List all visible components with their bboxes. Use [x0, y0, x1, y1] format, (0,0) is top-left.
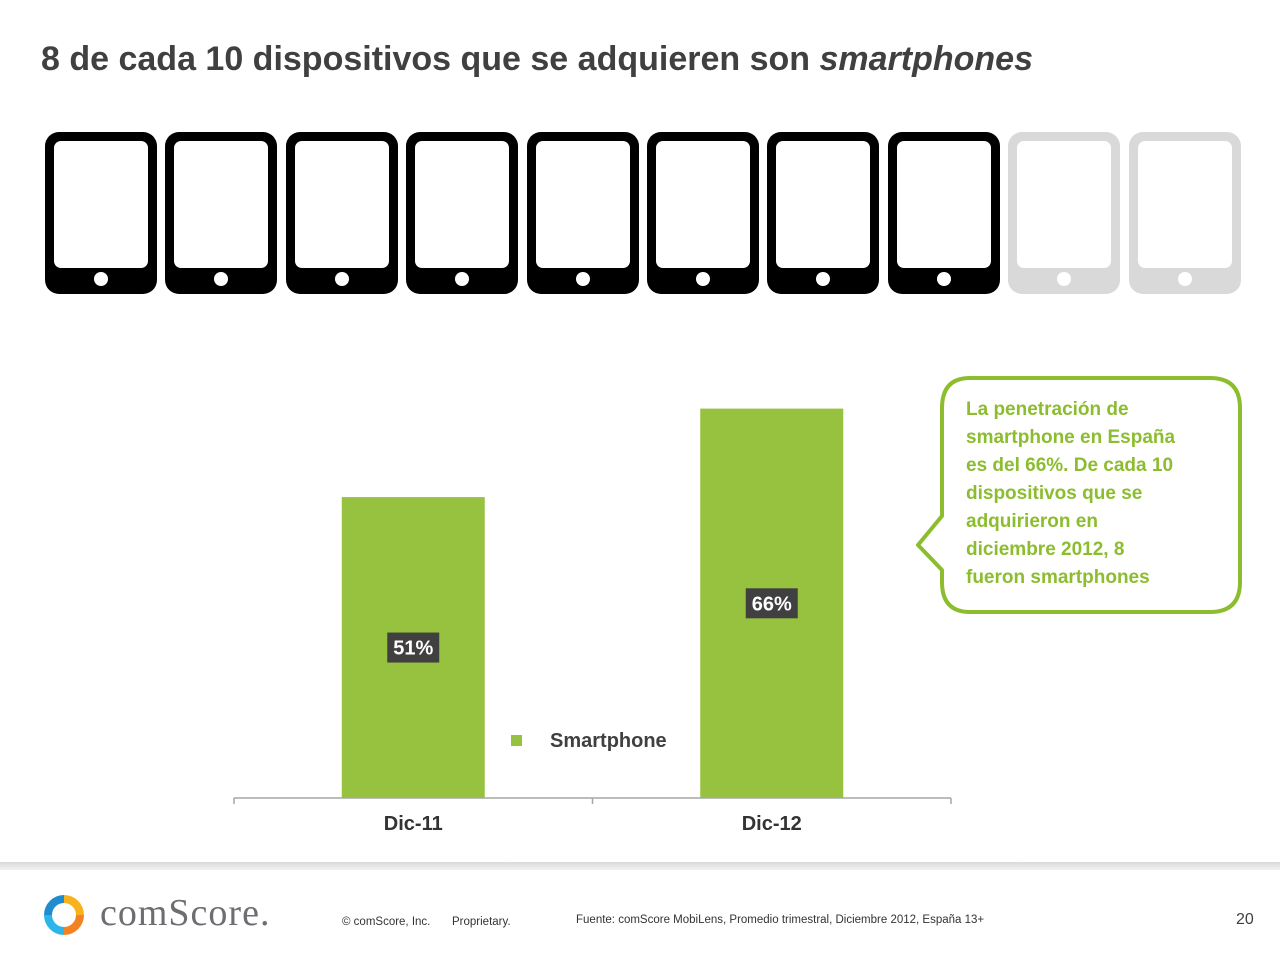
x-tick-label-dic-12: Dic-12: [742, 813, 802, 835]
smartphone-icon-2: [165, 132, 278, 294]
smartphone-bar-chart: 51% Dic-11 66% Dic-12 Smartphone: [233, 408, 952, 835]
callout-line-3: es del 66%. De cada 10: [966, 455, 1174, 476]
copyright-text: © comScore, Inc.: [342, 916, 431, 928]
title-main-text: 8 de cada 10 dispositivos que se adquier…: [41, 40, 820, 78]
smartphone-icon-3: [285, 132, 398, 294]
legend-label-smartphone: Smartphone: [550, 730, 667, 752]
smartphone-icon-4: [406, 132, 519, 294]
smartphone-icon-1: [45, 132, 157, 294]
callout-text: La penetración de smartphone en España es …: [966, 396, 1216, 592]
source-note: Fuente: comScore MobiLens, Promedio trim…: [576, 914, 985, 926]
callout-line-6: diciembre 2012, 8: [966, 539, 1125, 560]
callout-line-2: smartphone en España: [966, 427, 1176, 448]
callout-line-7: fueron smartphones: [966, 567, 1150, 588]
callout-bubble: [916, 376, 1242, 614]
data-label-dic-11: 51%: [393, 638, 433, 660]
legend-swatch-smartphone: [511, 735, 522, 746]
other-device-icon-10: [1128, 132, 1241, 294]
smartphone-icon-7: [767, 132, 880, 294]
comscore-logo-text: comScore.: [100, 892, 271, 934]
smartphone-pictogram: [43, 130, 1243, 296]
x-tick-label-dic-11: Dic-11: [384, 813, 443, 835]
other-device-icon-9: [1008, 132, 1121, 294]
smartphone-icon-6: [647, 132, 759, 294]
smartphone-icon-8: [887, 132, 1000, 294]
slide-title: 8 de cada 10 dispositivos que se adquier…: [41, 40, 1033, 79]
comscore-logo-icon: [44, 895, 84, 935]
smartphone-icon-5: [526, 132, 639, 294]
data-label-dic-12: 66%: [752, 593, 792, 615]
callout-bubble-outline: [916, 376, 1242, 614]
page-number: 20: [1236, 911, 1254, 928]
callout-line-1: La penetración de: [966, 399, 1129, 420]
proprietary-text: Proprietary.: [452, 916, 511, 928]
data-label-background: [745, 588, 798, 619]
footer-divider: [0, 862, 1280, 870]
data-label-background: [387, 632, 440, 663]
callout-line-5: adquirieron en: [966, 511, 1098, 532]
title-emphasis-text: smartphones: [819, 40, 1033, 78]
callout-line-4: dispositivos que se: [966, 483, 1143, 504]
